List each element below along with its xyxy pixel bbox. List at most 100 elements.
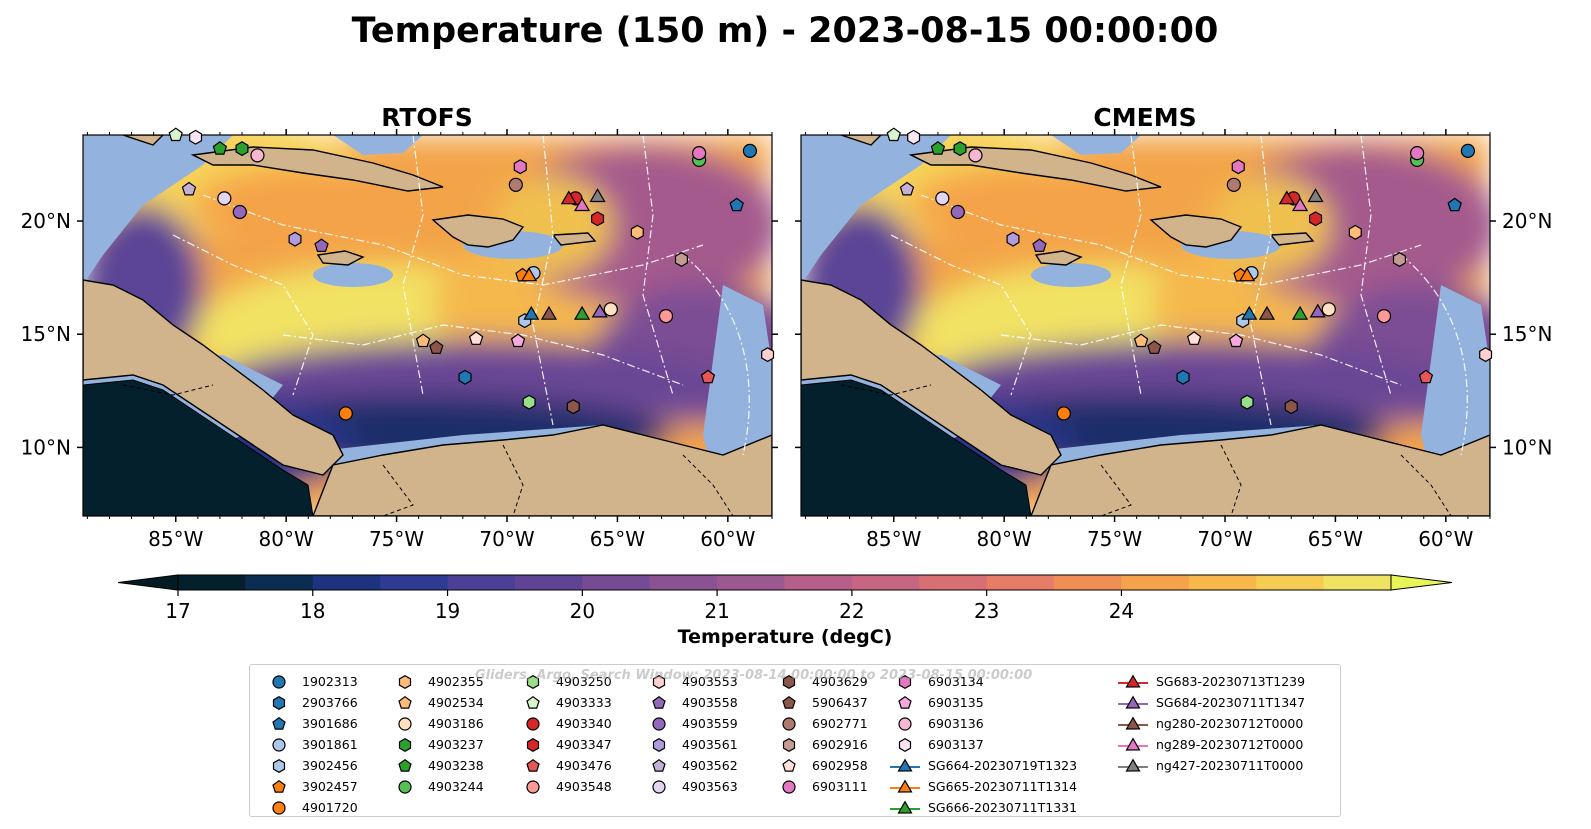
float-marker xyxy=(1479,347,1493,363)
float-marker xyxy=(590,211,605,227)
x-tick-label: 85°W xyxy=(148,527,203,551)
float-marker xyxy=(168,127,183,142)
legend-item: 6902771 xyxy=(772,713,868,734)
legend-column: 1902313 2903766 3901686 3901861 3902456 39024… xyxy=(262,671,358,818)
legend-marker xyxy=(398,695,412,709)
legend-marker xyxy=(398,737,412,752)
colorbar-segment xyxy=(245,575,314,590)
circle-marker-icon xyxy=(272,800,286,815)
float-marker xyxy=(1006,231,1020,247)
x-tick-label: 75°W xyxy=(369,527,424,551)
legend-item: SG666-20230711T1331 xyxy=(888,797,1077,818)
legend-column: 4903250 4903333 4903340 4903347 4903476 49035… xyxy=(516,671,612,797)
legend-item: 4903250 xyxy=(516,671,612,692)
legend-marker xyxy=(782,695,796,709)
float-marker xyxy=(314,238,329,252)
float-marker xyxy=(1410,146,1425,161)
legend-marker xyxy=(1125,758,1141,772)
colorbar-over-arrow xyxy=(1390,574,1453,591)
x-tick-label: 80°W xyxy=(977,527,1032,551)
legend-label: 4903561 xyxy=(682,737,738,752)
map-frame-rtofs xyxy=(82,134,773,517)
colorbar-segment xyxy=(1121,575,1190,590)
float-marker xyxy=(212,141,228,155)
float-marker xyxy=(510,333,526,348)
colorbar-segment xyxy=(1054,575,1123,590)
circle-marker-icon xyxy=(272,674,286,689)
float-marker xyxy=(1176,369,1190,385)
legend-marker xyxy=(898,737,912,752)
legend-item: 4903186 xyxy=(388,713,484,734)
colorbar-tick-label: 23 xyxy=(974,599,999,623)
pentagon-marker-icon xyxy=(652,695,666,709)
colorbar-frame xyxy=(177,574,1392,591)
panel-title-rtofs: RTOFS xyxy=(381,103,473,132)
legend-marker xyxy=(897,779,913,793)
float-marker xyxy=(589,188,606,203)
legend-label: 6902916 xyxy=(812,737,868,752)
y-tick-label: 10°N xyxy=(21,435,71,459)
float-marker xyxy=(1392,252,1407,267)
legend-marker xyxy=(652,758,666,772)
float-marker xyxy=(1291,197,1309,212)
float-marker xyxy=(1418,369,1434,384)
x-tick-label: 60°W xyxy=(700,527,755,551)
float-marker xyxy=(1032,238,1047,252)
pentagon-marker-icon xyxy=(398,758,412,772)
float-marker xyxy=(1308,211,1323,227)
colorbar-segment xyxy=(447,575,516,590)
legend-marker xyxy=(1125,695,1141,709)
float-marker xyxy=(935,191,950,206)
pentagon-marker-icon xyxy=(526,758,540,772)
hexagon-marker-icon xyxy=(898,674,912,689)
legend-label: 4903548 xyxy=(556,779,612,794)
legend-label: 4903347 xyxy=(556,737,612,752)
legend-label: 4903559 xyxy=(682,716,738,731)
figure-title: Temperature (150 m) - 2023-08-15 00:00:0… xyxy=(352,11,1219,51)
legend-marker xyxy=(526,716,540,731)
legend-marker xyxy=(652,695,666,709)
float-marker xyxy=(658,309,674,324)
hexagon-marker-icon xyxy=(398,674,412,689)
hexagon-marker-icon xyxy=(898,737,912,752)
float-marker xyxy=(1186,331,1202,345)
y-tick-label: 10°N xyxy=(1502,435,1552,459)
float-marker xyxy=(520,267,538,282)
legend-label: ng289-20230712T0000 xyxy=(1156,737,1304,752)
legend-column: 4903629 5906437 6902771 6902916 6902958 69031… xyxy=(772,671,868,797)
circle-marker-icon xyxy=(526,779,540,794)
hexagon-marker-icon xyxy=(526,737,540,752)
pentagon-marker-icon xyxy=(272,779,286,793)
y-tick-label: 20°N xyxy=(1502,209,1552,233)
colorbar-segment xyxy=(1323,575,1392,590)
colorbar-tick-label: 22 xyxy=(839,599,864,623)
float-marker xyxy=(1258,305,1276,320)
float-marker xyxy=(1376,309,1392,324)
legend-item: SG665-20230711T1314 xyxy=(888,776,1077,797)
pentagon-marker-icon xyxy=(898,695,912,709)
circle-marker-icon xyxy=(652,779,666,794)
float-marker xyxy=(232,204,247,220)
legend-item: 3901861 xyxy=(262,734,358,755)
legend-item: 2903766 xyxy=(262,692,358,713)
legend-marker xyxy=(526,674,540,689)
legend-label: 4903629 xyxy=(812,674,868,689)
map-axes: 85°W 80°W 75°W 70°W 65°W 60°W 20°N 15°N 10°N 85°W… xyxy=(21,129,1552,551)
legend-item: 3901686 xyxy=(262,713,358,734)
legend-marker xyxy=(526,779,540,794)
legend-marker xyxy=(898,695,912,709)
hexagon-marker-icon xyxy=(398,737,412,752)
triangle-marker-icon xyxy=(1118,674,1148,688)
legend-item: 6903134 xyxy=(888,671,1077,692)
colorbar-tick-label: 18 xyxy=(300,599,325,623)
legend-item: 4903237 xyxy=(388,734,484,755)
float-marker xyxy=(540,305,558,320)
float-marker xyxy=(1284,399,1298,415)
pentagon-marker-icon xyxy=(652,758,666,772)
float-marker xyxy=(573,305,591,320)
float-marker xyxy=(742,143,758,158)
float-marker xyxy=(338,406,353,421)
triangle-marker-icon xyxy=(890,779,920,793)
colorbar-segment xyxy=(717,575,786,590)
legend-item: 4903561 xyxy=(642,734,738,755)
